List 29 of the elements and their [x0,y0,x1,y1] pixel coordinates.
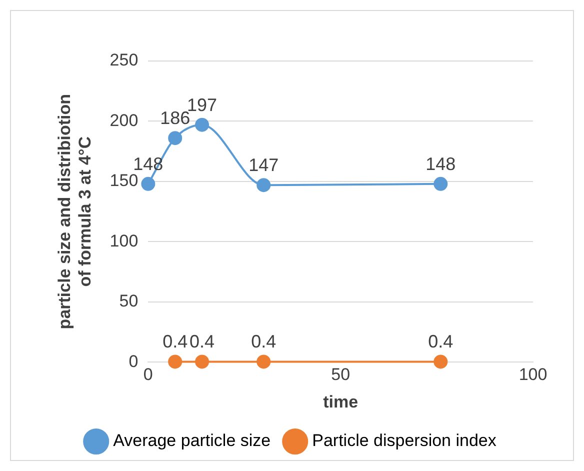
y-tick-label: 100 [110,231,138,250]
y-tick-label: 50 [119,292,138,311]
point [434,354,448,369]
data-label: 0.4 [428,332,454,352]
y-tick-label: 0 [128,352,138,371]
data-label: 0.4 [251,332,276,352]
point [195,354,210,369]
legend-label: Average particle size [113,431,271,450]
data-label: 0.4 [162,332,188,352]
point [168,354,182,369]
y-tick-label: 150 [110,171,138,190]
data-label: 148 [426,154,456,174]
point [256,178,271,192]
point [256,354,271,369]
data-label: 147 [248,155,279,176]
y-tick-label: 250 [110,50,138,70]
point [434,176,448,191]
data-label: 0.4 [190,332,215,352]
legend-label: Particle dispersion index [312,431,497,450]
x-axis-title: time [323,392,358,412]
x-tick-label: 0 [143,365,153,384]
point [168,131,182,146]
point [141,176,156,191]
x-tick-label: 100 [518,365,548,384]
y-tick-label: 200 [110,110,138,130]
point [195,118,210,132]
x-tick-label: 50 [331,365,350,384]
data-label: 186 [160,108,190,128]
y-axis-title: particle size and distribiotion of formula 3 at 4°C [54,94,94,330]
